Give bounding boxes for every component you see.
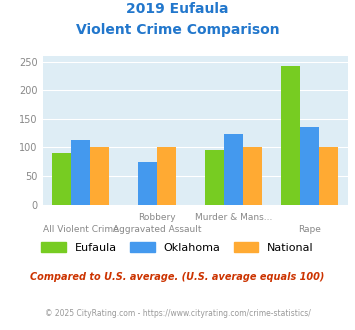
Bar (138, 162, 157, 205)
Text: 2019 Eufaula: 2019 Eufaula (126, 2, 229, 16)
Bar (243, 147, 262, 205)
Text: Compared to U.S. average. (U.S. average equals 100): Compared to U.S. average. (U.S. average … (30, 272, 325, 282)
Text: Aggravated Assault: Aggravated Assault (113, 225, 201, 234)
Bar (71, 140, 90, 205)
Bar (205, 150, 224, 205)
Text: © 2025 CityRating.com - https://www.cityrating.com/crime-statistics/: © 2025 CityRating.com - https://www.city… (45, 309, 310, 317)
Legend: Eufaula, Oklahoma, National: Eufaula, Oklahoma, National (41, 242, 314, 253)
Bar (90, 147, 109, 205)
Bar (319, 147, 338, 205)
Bar (281, 66, 300, 205)
Bar (157, 147, 176, 205)
Bar (52, 152, 71, 205)
Text: All Violent Crime: All Violent Crime (43, 225, 119, 234)
Text: Robbery: Robbery (138, 213, 176, 222)
Text: Rape: Rape (298, 225, 321, 234)
Bar (224, 134, 243, 205)
Text: Murder & Mans...: Murder & Mans... (195, 213, 272, 222)
Bar (300, 127, 319, 205)
Text: Violent Crime Comparison: Violent Crime Comparison (76, 23, 279, 37)
